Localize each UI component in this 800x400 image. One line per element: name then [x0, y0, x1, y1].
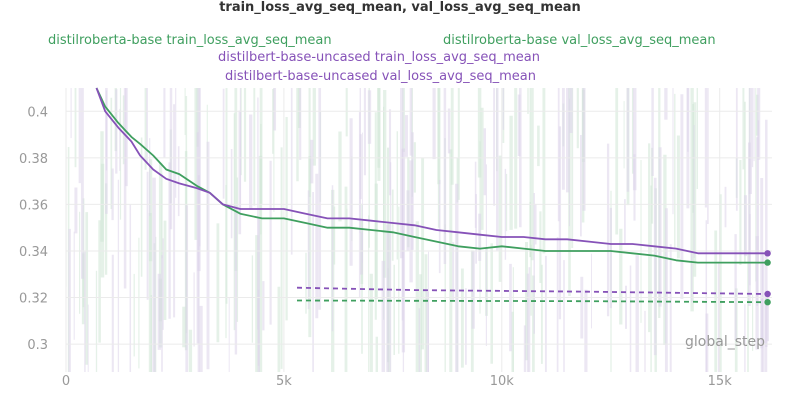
grid-layer — [65, 88, 772, 372]
raw-noise-layer — [65, 88, 769, 372]
legend-item-roberta-val[interactable]: distilroberta-base val_loss_avg_seq_mean — [443, 33, 716, 49]
legend-item-roberta-train[interactable]: distilroberta-base train_loss_avg_seq_me… — [48, 33, 332, 49]
x-axis-label: global_step — [685, 334, 765, 350]
y-tick-label: 0.32 — [19, 292, 48, 307]
series-end-marker-3 — [764, 250, 771, 257]
y-tick-label: 0.36 — [19, 198, 48, 213]
legend-label-roberta-val: distilroberta-base val_loss_avg_seq_mean — [443, 33, 716, 48]
y-tick-label: 0.4 — [27, 105, 48, 120]
series-end-marker-2 — [764, 290, 771, 298]
series-layer — [95, 87, 771, 306]
series-end-marker-0 — [764, 259, 771, 266]
y-tick-label: 0.34 — [19, 245, 48, 260]
series-line-3 — [95, 87, 768, 255]
x-tick-label: 15k — [708, 374, 733, 389]
legend-label-roberta-train: distilroberta-base train_loss_avg_seq_me… — [48, 33, 332, 48]
y-tick-label: 0.3 — [27, 338, 48, 353]
legend-item-distilbert-val[interactable]: distilbert-base-uncased val_loss_avg_seq… — [225, 69, 536, 85]
series-end-marker-1 — [764, 299, 771, 306]
legend-label-distilbert-val: distilbert-base-uncased val_loss_avg_seq… — [225, 69, 536, 84]
legend-item-distilbert-train[interactable]: distilbert-base-uncased train_loss_avg_s… — [218, 50, 540, 66]
series-line-0 — [95, 87, 768, 264]
y-tick-label: 0.38 — [19, 152, 48, 167]
legend-label-distilbert-train: distilbert-base-uncased train_loss_avg_s… — [218, 50, 540, 65]
x-tick-label: 10k — [490, 374, 515, 389]
series-line-1 — [296, 299, 768, 304]
tick-layer: 0.3 0.32 0.34 0.36 0.38 0.4 0 5k 10k 15k — [19, 105, 732, 389]
series-line-2 — [296, 286, 768, 295]
x-tick-label: 0 — [62, 374, 70, 389]
x-tick-label: 5k — [276, 374, 292, 389]
chart-title: train_loss_avg_seq_mean, val_loss_avg_se… — [219, 0, 581, 15]
